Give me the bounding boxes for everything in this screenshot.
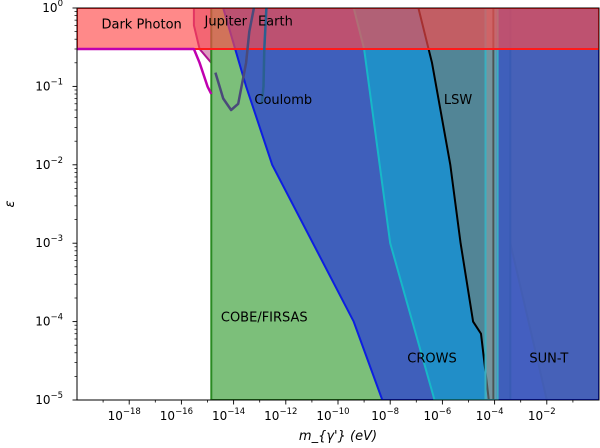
- y-tick-label: 10−1: [35, 77, 63, 93]
- region-labels: SUN-T COBE/FIRSAS Coulomb CROWS LSW Dark Phot…: [101, 14, 568, 366]
- x-tick-label: 10−2: [528, 407, 556, 423]
- axes: 10−18 10−16 10−14 10−12 10−10 10−8 10−6 10−4 10−…: [35, 0, 600, 423]
- curves-layer: [77, 8, 268, 112]
- y-tick-label: 10−2: [35, 156, 63, 172]
- x-tick-label: 10−6: [423, 407, 451, 423]
- label-dark-photon: Dark Photon: [101, 17, 181, 32]
- curve-line-2: [260, 8, 268, 104]
- y-axis-label: ε: [3, 200, 18, 207]
- x-tick-label: 10−4: [476, 407, 504, 423]
- y-tick-label: 100: [42, 0, 63, 15]
- curve-jupiter: [77, 47, 213, 95]
- x-axis-label: m_{γ'} (eV): [299, 429, 377, 444]
- label-jupiter: Jupiter: [204, 14, 248, 29]
- x-tick-label: 10−10: [316, 407, 349, 423]
- x-tick-label: 10−12: [264, 407, 297, 423]
- x-tick-label: 10−16: [160, 407, 193, 423]
- label-sun-t: SUN-T: [529, 352, 568, 367]
- y-tick-label: 10−3: [35, 234, 63, 250]
- region-dark-photon: [77, 8, 599, 50]
- label-earth: Earth: [258, 14, 293, 29]
- region-band-7: [484, 8, 499, 400]
- y-tick-label: 10−5: [35, 391, 63, 407]
- x-tick-label: 10−14: [212, 407, 245, 423]
- label-crows: CROWS: [407, 352, 456, 367]
- label-lsw: LSW: [444, 93, 472, 108]
- label-coulomb: Coulomb: [254, 93, 312, 108]
- x-tick-label: 10−18: [108, 407, 141, 423]
- curve-earth: [214, 8, 256, 112]
- x-tick-label: 10−8: [371, 407, 399, 423]
- regions-layer: [77, 8, 599, 400]
- label-cobe-firsas: COBE/FIRSAS: [221, 311, 308, 326]
- y-tick-label: 10−4: [35, 313, 63, 329]
